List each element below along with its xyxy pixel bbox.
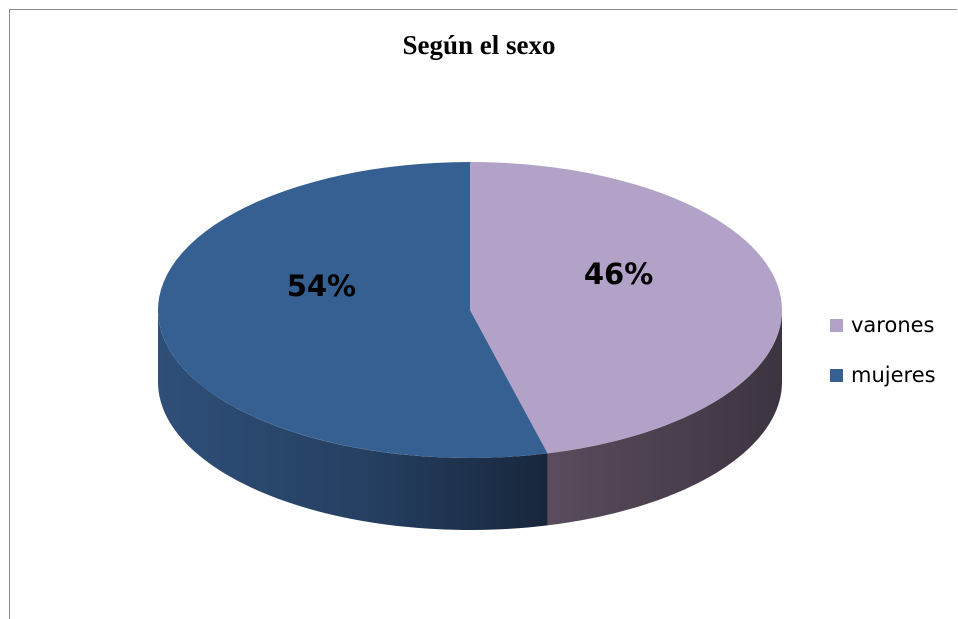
pie-slice-varones [470,162,782,454]
legend-label-varones: varones [851,313,935,337]
legend-swatch-mujeres [830,368,843,382]
legend-item-mujeres: mujeres [830,362,936,388]
legend-label-mujeres: mujeres [851,363,936,387]
pie-slice-mujeres [157,161,548,458]
pie-side-varones [547,310,782,526]
data-label-varones: 46% [584,257,653,291]
pie-labels: 46% 54% [287,257,654,303]
legend: varones mujeres [830,312,936,412]
data-label-mujeres: 54% [287,269,356,303]
chart-frame [9,9,957,619]
legend-item-varones: varones [830,312,936,338]
pie-sides [158,310,782,530]
pie-side-mujeres [158,310,548,530]
legend-swatch-varones [830,318,843,332]
chart-title: Según el sexo [402,30,556,60]
pie-tops [157,161,782,458]
